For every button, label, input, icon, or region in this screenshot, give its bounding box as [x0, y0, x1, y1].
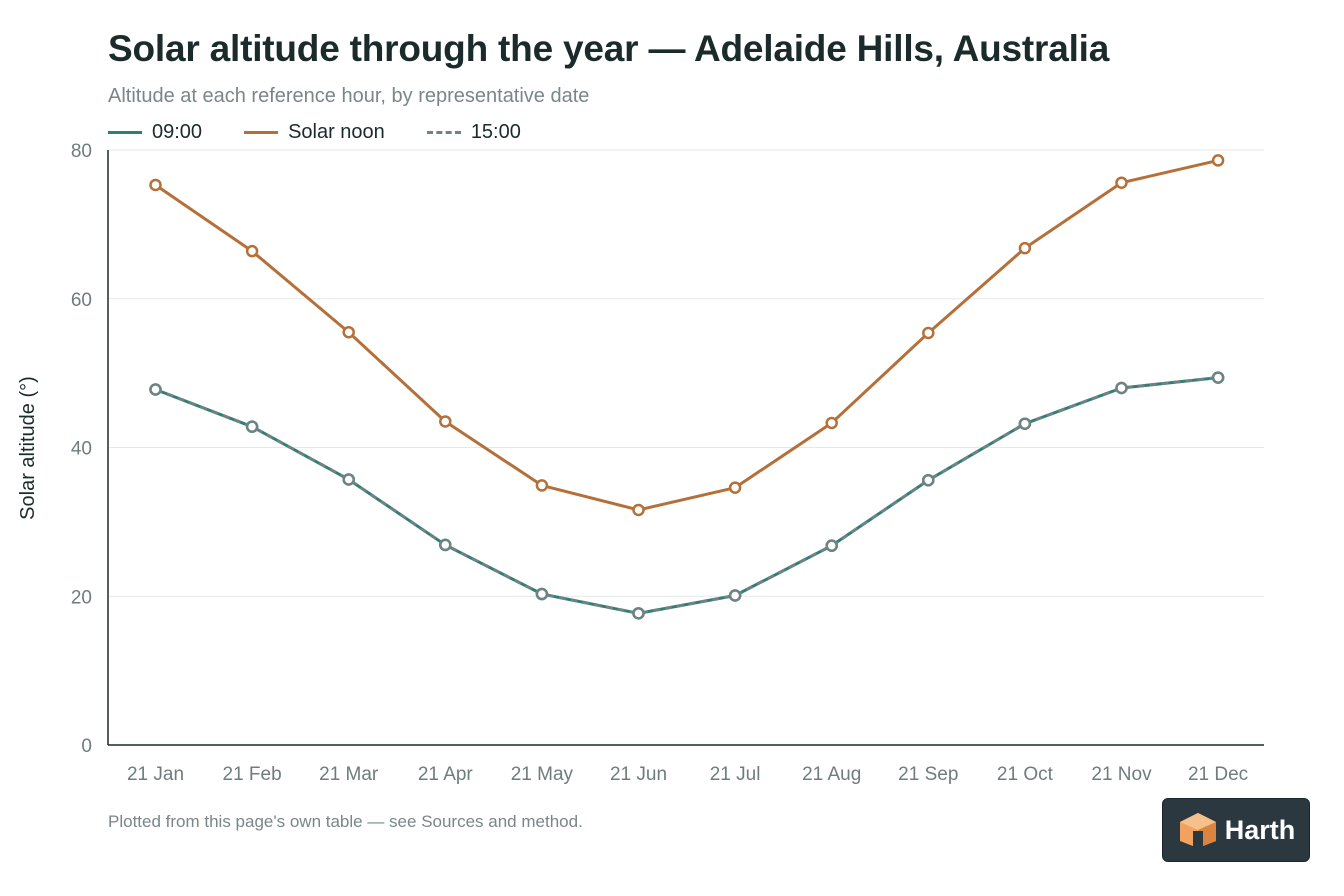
- data-point-1500-9: [1018, 417, 1032, 430]
- y-tick-label-0: 0: [81, 736, 92, 757]
- data-point-noon-10: [1115, 176, 1128, 189]
- data-point-noon-5: [632, 503, 645, 517]
- x-tick-label-21-nov: 21 Nov: [1091, 764, 1152, 785]
- chart-title: Solar altitude through the year — Adelai…: [108, 28, 1110, 69]
- legend-label-0900: 09:00: [152, 120, 203, 143]
- data-point-noon-8: [922, 326, 935, 340]
- legend-item-noon: Solar noon: [244, 121, 385, 144]
- legend-label-noon: Solar noon: [288, 120, 385, 143]
- legend-label-1500: 15:00: [470, 120, 521, 143]
- x-tick-label-21-oct: 21 Oct: [997, 764, 1054, 785]
- data-point-noon-9: [1018, 241, 1032, 255]
- legend-item-0900: 09:00: [108, 121, 202, 144]
- y-tick-label-40: 40: [71, 439, 92, 460]
- badge-label: Harth: [1224, 814, 1296, 845]
- series-line-noon: [154, 158, 1219, 512]
- harth-badge[interactable]: Harth: [1162, 798, 1310, 862]
- data-point-noon-1: [245, 244, 259, 258]
- x-tick-label-21-may: 21 May: [511, 764, 574, 785]
- data-point-noon-7: [825, 416, 838, 430]
- data-point-noon-0: [149, 178, 162, 192]
- chart-legend: 09:00 Solar noon 15:00: [108, 119, 563, 145]
- chart-subtitle: Altitude at each reference hour, by repr…: [108, 85, 590, 107]
- x-tick-label-21-sep: 21 Sep: [898, 764, 958, 785]
- series-line-1500: [154, 376, 1219, 615]
- y-axis-label: Solar altitude (°): [17, 376, 39, 520]
- data-point-1500-1: [245, 420, 259, 433]
- data-point-1500-8: [922, 473, 935, 487]
- legend-swatch-0900: [108, 130, 142, 134]
- data-point-1500-0: [149, 383, 162, 396]
- x-tick-label-21-feb: 21 Feb: [223, 764, 282, 785]
- harth-logo-icon: [1179, 813, 1216, 848]
- y-tick-label-20: 20: [71, 587, 92, 608]
- data-point-noon-2: [342, 325, 355, 339]
- x-tick-label-21-mar: 21 Mar: [319, 764, 379, 785]
- data-point-noon-4: [535, 479, 549, 492]
- x-tick-label-21-jun: 21 Jun: [610, 764, 667, 785]
- chart-footnote: Plotted from this page's own table — see…: [108, 812, 583, 831]
- series-line-0900: [154, 376, 1219, 615]
- x-tick-label-21-jan: 21 Jan: [127, 764, 184, 785]
- data-point-1500-10: [1115, 381, 1128, 395]
- data-point-1500-3: [439, 538, 452, 552]
- x-tick-label-21-dec: 21 Dec: [1188, 764, 1248, 785]
- data-point-1500-11: [1211, 371, 1225, 384]
- data-point-1500-6: [728, 589, 742, 602]
- legend-swatch-1500: [426, 130, 461, 134]
- legend-swatch-noon: [244, 130, 279, 134]
- data-point-noon-3: [439, 415, 452, 428]
- data-point-noon-11: [1211, 154, 1225, 167]
- data-point-1500-2: [342, 473, 355, 486]
- y-tick-label-80: 80: [71, 141, 92, 162]
- data-point-1500-5: [632, 607, 645, 620]
- x-tick-label-21-apr: 21 Apr: [418, 764, 474, 785]
- data-point-1500-7: [825, 539, 838, 552]
- data-point-noon-6: [728, 481, 742, 494]
- y-tick-label-60: 60: [71, 290, 92, 311]
- x-tick-label-21-aug: 21 Aug: [802, 764, 861, 785]
- data-point-1500-4: [535, 587, 549, 601]
- legend-item-1500: 15:00: [426, 120, 521, 144]
- x-tick-label-21-jul: 21 Jul: [710, 764, 761, 785]
